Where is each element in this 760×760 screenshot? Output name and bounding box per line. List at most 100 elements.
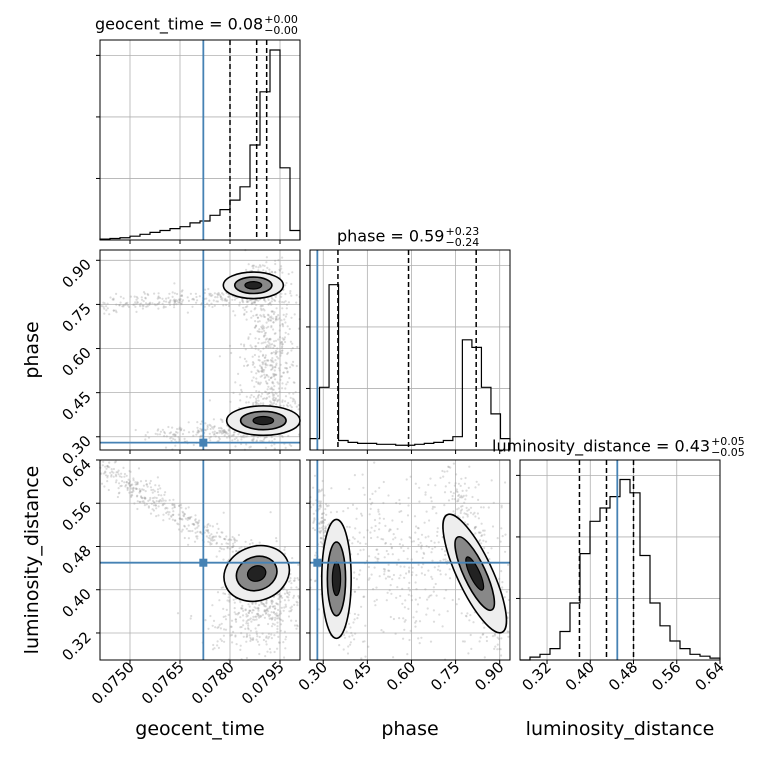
scatter-point <box>465 494 468 497</box>
scatter-point <box>270 360 273 363</box>
scatter-point <box>275 403 278 406</box>
scatter-point <box>219 294 222 297</box>
scatter-point <box>425 545 428 548</box>
scatter-point <box>151 508 154 511</box>
scatter-point <box>460 496 463 499</box>
scatter-point <box>143 292 146 295</box>
scatter-point <box>282 338 285 341</box>
scatter-point <box>169 300 172 303</box>
scatter-point <box>264 345 268 349</box>
scatter-point <box>156 429 159 432</box>
scatter-point <box>288 610 291 613</box>
scatter-point <box>271 622 274 625</box>
scatter-point <box>281 349 284 352</box>
scatter-point <box>215 555 218 558</box>
scatter-point <box>210 302 213 305</box>
scatter-point <box>221 429 224 432</box>
scatter-point <box>361 640 365 643</box>
scatter-point <box>255 377 258 380</box>
scatter-point <box>212 418 215 421</box>
scatter-point <box>134 305 137 308</box>
scatter-point <box>281 307 284 310</box>
scatter-point <box>247 336 250 339</box>
y-tick-label: 0.56 <box>58 498 94 534</box>
scatter-point <box>223 537 226 540</box>
scatter-point <box>249 445 252 448</box>
scatter-point <box>275 392 278 395</box>
scatter-point <box>270 324 273 328</box>
scatter-point <box>267 622 270 626</box>
scatter-point <box>353 612 356 616</box>
scatter-point <box>278 593 281 596</box>
scatter-point <box>249 639 252 643</box>
scatter-point <box>456 490 459 494</box>
scatter-point <box>263 610 266 613</box>
x-tick-label: 0.64 <box>691 658 727 694</box>
scatter-point <box>496 636 499 639</box>
scatter-point <box>433 566 436 569</box>
scatter-point <box>129 484 132 487</box>
scatter-point <box>128 484 131 487</box>
scatter-point <box>378 513 381 516</box>
scatter-point <box>110 468 113 471</box>
scatter-point <box>252 437 255 441</box>
scatter-point <box>174 299 177 302</box>
scatter-point <box>407 569 411 573</box>
scatter-point <box>353 537 356 540</box>
scatter-point <box>262 397 265 400</box>
scatter-point <box>482 506 485 509</box>
scatter-point <box>178 426 181 429</box>
scatter-point <box>189 516 192 520</box>
scatter-point <box>464 498 467 501</box>
scatter-point <box>275 318 278 321</box>
scatter-point <box>249 629 252 632</box>
scatter-point <box>263 605 266 608</box>
scatter-point <box>295 294 298 297</box>
scatter-point <box>169 437 172 440</box>
scatter-point <box>324 525 327 528</box>
scatter-point <box>372 588 375 591</box>
scatter-point <box>234 613 237 616</box>
scatter-point <box>265 397 268 400</box>
scatter-point <box>196 526 199 529</box>
scatter-point <box>319 502 322 505</box>
scatter-point <box>139 490 142 493</box>
scatter-point <box>117 487 120 490</box>
scatter-point <box>134 487 137 490</box>
scatter-point <box>273 623 276 626</box>
scatter-point <box>267 610 270 613</box>
scatter-point <box>459 511 462 515</box>
scatter-point <box>480 534 483 538</box>
scatter-point <box>274 366 277 369</box>
scatter-point <box>158 484 161 487</box>
scatter-point <box>493 634 496 637</box>
scatter-point <box>314 580 317 583</box>
scatter-point <box>463 521 467 524</box>
scatter-point <box>295 301 298 304</box>
scatter-point <box>221 420 224 423</box>
scatter-point <box>285 589 288 592</box>
scatter-point <box>249 638 253 641</box>
scatter-point <box>252 439 255 442</box>
scatter-point <box>123 472 126 476</box>
scatter-point <box>453 484 456 487</box>
scatter-point <box>113 461 116 464</box>
scatter-point <box>382 480 385 484</box>
scatter-point <box>262 638 265 642</box>
scatter-point <box>431 559 434 562</box>
scatter-point <box>267 637 270 640</box>
scatter-point <box>278 613 281 616</box>
scatter-point <box>146 303 149 306</box>
scatter-point <box>277 338 280 341</box>
scatter-point <box>475 525 478 529</box>
scatter-point <box>187 543 190 546</box>
scatter-point <box>403 576 406 579</box>
scatter-point <box>363 493 366 496</box>
scatter-point <box>267 346 270 349</box>
scatter-point <box>285 281 288 285</box>
scatter-point <box>432 609 435 612</box>
scatter-point <box>156 303 159 306</box>
scatter-point <box>238 304 241 307</box>
scatter-point <box>196 521 199 524</box>
scatter-point <box>278 593 281 596</box>
